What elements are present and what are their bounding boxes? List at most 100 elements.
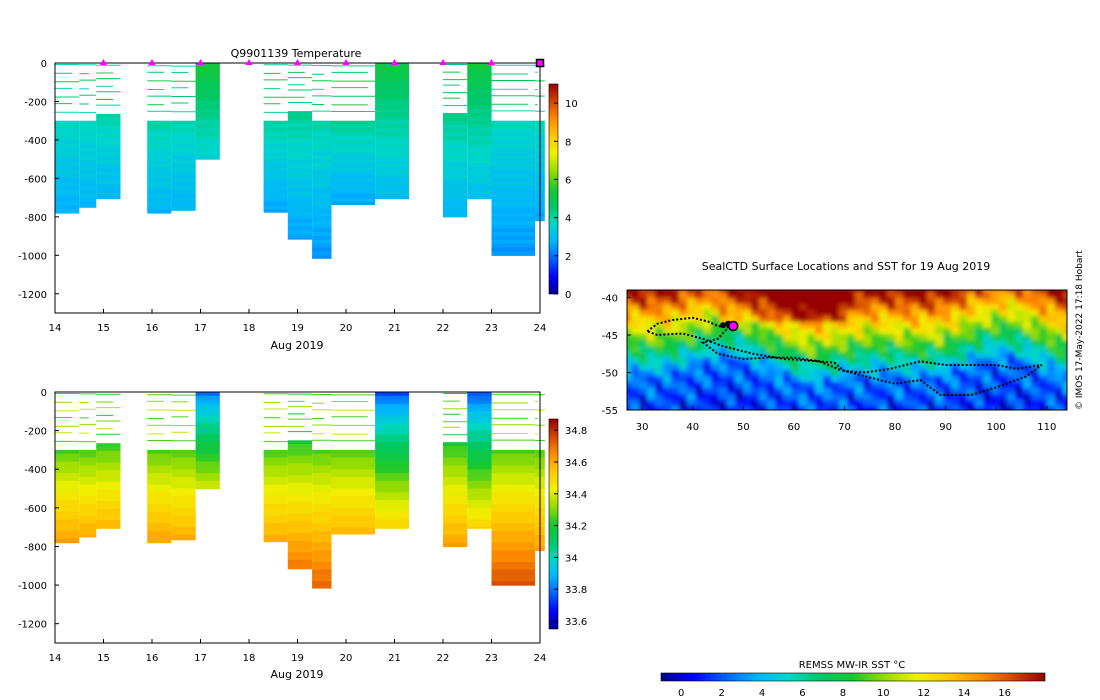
sst-cell <box>719 376 728 383</box>
sst-cell <box>991 292 1000 299</box>
profile-cell <box>195 430 220 436</box>
profile-cell <box>147 457 172 463</box>
sst-cell <box>823 290 832 293</box>
sst-cell <box>967 298 976 305</box>
sst-cell <box>887 290 896 293</box>
sst-cell <box>831 334 840 341</box>
profile-cell <box>195 403 220 409</box>
sst-cell <box>719 382 728 389</box>
sst-cell <box>1031 322 1040 329</box>
sst-cell <box>759 316 768 323</box>
sst-cell <box>895 352 904 359</box>
profile-cell <box>491 232 536 237</box>
sst-cell <box>679 290 688 293</box>
profile-cell <box>467 170 492 176</box>
profile-cell <box>467 446 492 451</box>
profile-cell <box>375 515 409 521</box>
sst-cell <box>935 292 944 299</box>
sst-cell <box>831 310 840 317</box>
profile-cell <box>79 465 97 470</box>
sst-cell <box>863 364 872 371</box>
sst-cell <box>903 394 912 401</box>
sst-cell <box>903 364 912 371</box>
sst-cell <box>855 322 864 329</box>
sst-cell <box>1063 316 1067 323</box>
sst-cell <box>1039 376 1048 383</box>
profile-cell <box>287 478 312 484</box>
profile-cell <box>287 230 312 235</box>
sst-cell <box>759 394 768 401</box>
profile-cell <box>375 453 409 459</box>
profile-cell <box>375 438 409 443</box>
sst-cell <box>1047 334 1056 341</box>
sst-cell <box>751 340 760 347</box>
profile-cell <box>171 531 196 536</box>
sst-cell <box>735 400 744 407</box>
profile-cell <box>491 247 536 252</box>
profile-cell <box>312 585 332 589</box>
sst-cell <box>647 352 656 359</box>
map-y-tick-label: -40 <box>602 294 618 305</box>
sst-cell <box>759 334 768 341</box>
sst-cell <box>863 358 872 365</box>
profile-cell <box>147 480 172 486</box>
sst-cell <box>831 406 840 410</box>
sst-cell <box>743 328 752 335</box>
sst-cell <box>703 304 712 311</box>
sst-cell <box>983 328 992 335</box>
sst-cell <box>687 322 696 329</box>
sst-cell <box>759 358 768 365</box>
sst-cell <box>935 328 944 335</box>
profile-cell <box>195 461 220 466</box>
sst-cell <box>627 382 632 389</box>
sst-cell <box>919 406 928 410</box>
profile-marker <box>342 59 350 65</box>
sst-cell <box>783 394 792 401</box>
temperature-title: Q9901139 Temperature <box>231 47 362 60</box>
sst-cell <box>951 394 960 401</box>
profile-cell <box>443 120 468 126</box>
profile-cell <box>491 170 536 176</box>
sst-colorbar-tick-label: 10 <box>877 688 890 699</box>
sst-cell <box>1039 370 1048 377</box>
sst-cell <box>927 394 936 401</box>
profile-cell <box>147 507 172 513</box>
profile-cell <box>96 516 121 521</box>
profile-cell <box>467 411 492 416</box>
profile-cell <box>96 164 121 169</box>
sst-cell <box>695 290 704 293</box>
sst-cell <box>631 290 640 293</box>
sst-cell <box>927 290 936 293</box>
sst-cell <box>943 304 952 311</box>
profile-cell <box>375 415 409 420</box>
sst-cell <box>671 412 680 419</box>
sst-cell <box>1055 328 1064 335</box>
profile-cell <box>287 218 312 224</box>
sst-cell <box>655 334 664 341</box>
x-tick-label: 17 <box>194 323 207 334</box>
profile-cell <box>287 184 312 189</box>
sst-cell <box>791 376 800 383</box>
sst-cell <box>639 376 648 383</box>
profile-cell <box>375 139 409 145</box>
sst-cell <box>823 388 832 395</box>
sst-cell <box>783 358 792 365</box>
profile-cell <box>443 189 468 195</box>
sst-cell <box>863 340 872 347</box>
profile-cell <box>55 209 80 214</box>
sst-cell <box>943 352 952 359</box>
sst-cell <box>935 364 944 371</box>
sst-cell <box>1047 322 1056 329</box>
profile-cell <box>375 422 409 428</box>
sst-cell <box>1047 370 1056 377</box>
sst-cell <box>1039 388 1048 395</box>
profile-cell <box>331 189 376 195</box>
sst-cell <box>983 376 992 383</box>
profile-cell <box>375 193 409 199</box>
sst-cell <box>1039 292 1048 299</box>
profile-cell <box>147 461 172 466</box>
sst-cell <box>911 334 920 341</box>
profile-cell <box>467 449 492 455</box>
sst-cell <box>703 292 712 299</box>
sst-cell <box>831 370 840 377</box>
